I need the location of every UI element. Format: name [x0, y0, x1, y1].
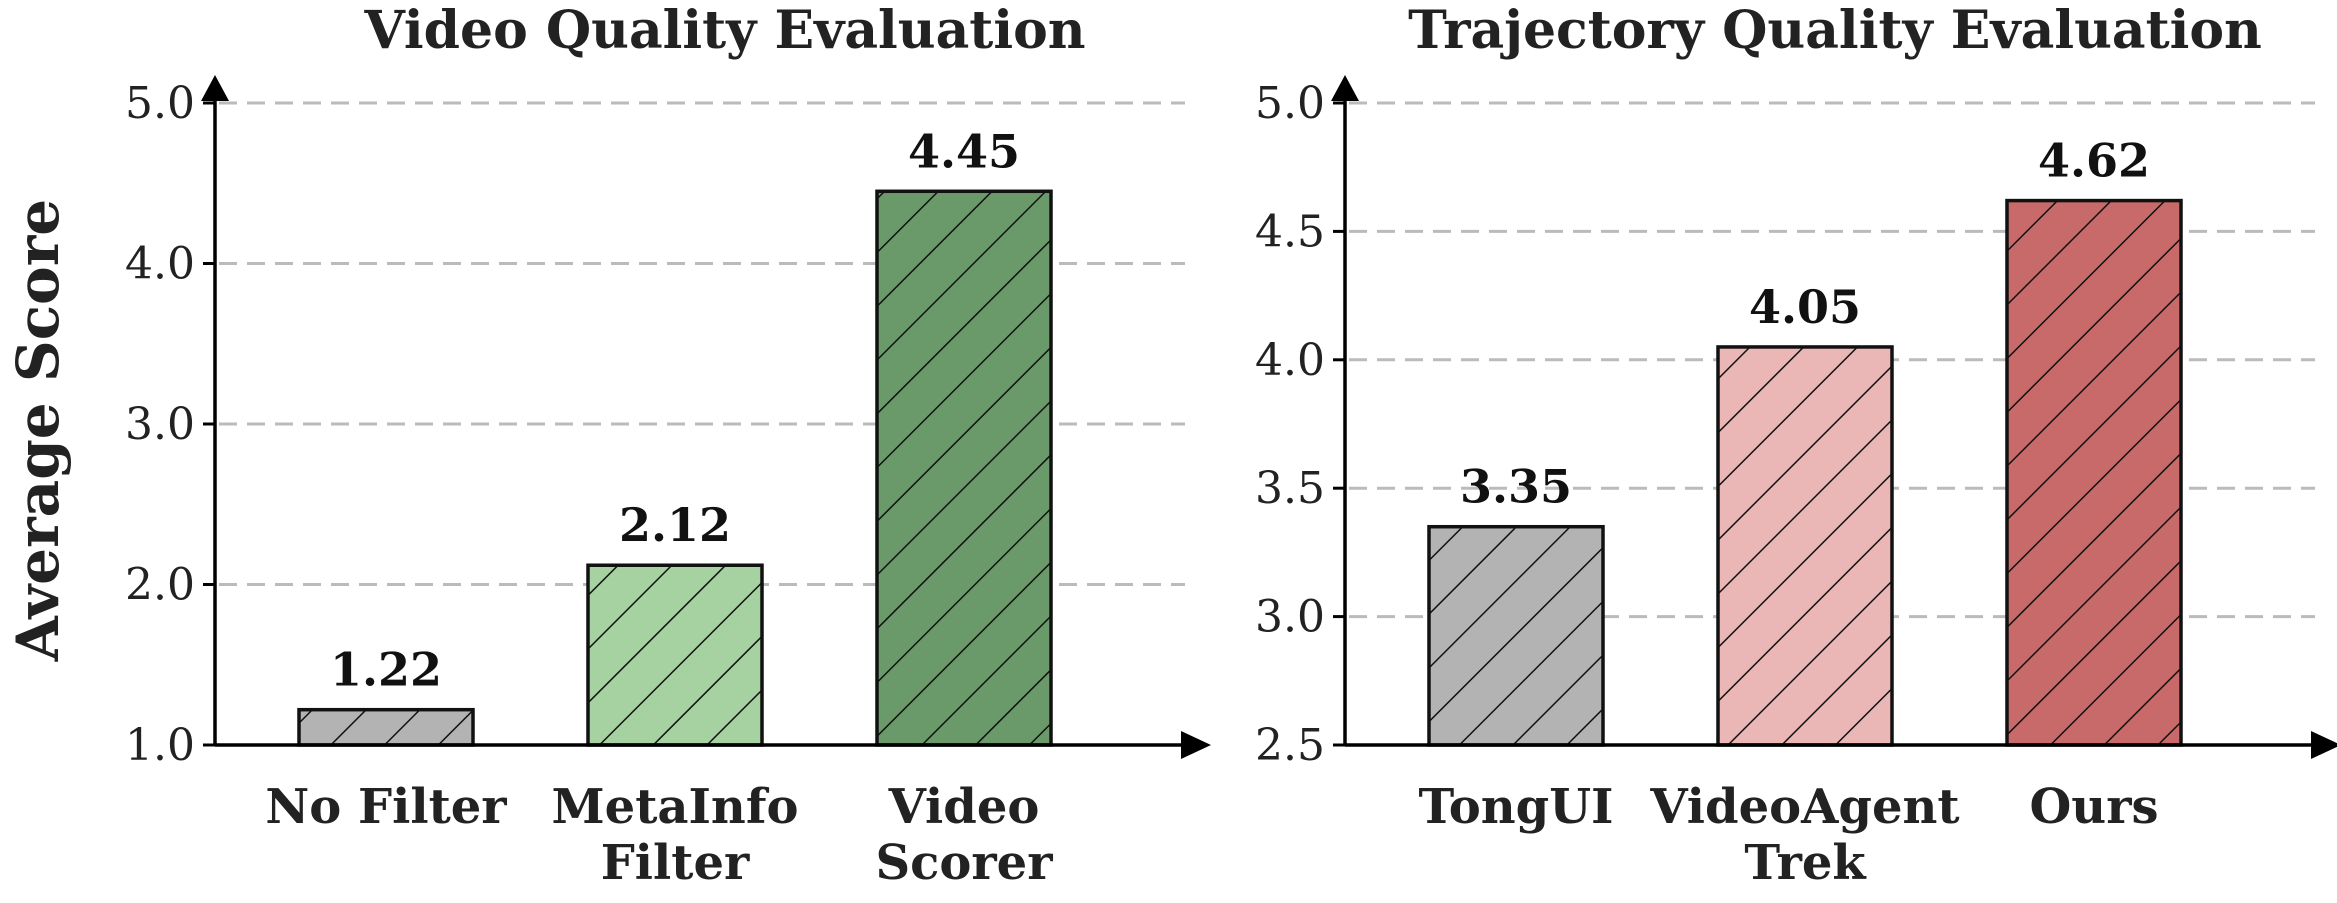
bar-value-label: 4.45: [908, 124, 1020, 178]
category-label-line: MetaInfo: [552, 779, 799, 835]
bar-hatch: [875, 189, 1053, 747]
y-axis-arrow: [1331, 75, 1359, 101]
category-label-line: No Filter: [265, 779, 507, 835]
bar-3: [875, 189, 1053, 747]
y-tick-label: 1.0: [125, 720, 195, 771]
bar-hatch: [586, 563, 764, 747]
y-tick-label: 4.0: [125, 239, 195, 290]
category-label: MetaInfo Filter: [552, 779, 799, 891]
category-label: Video Scorer: [875, 779, 1053, 891]
chart-title: Trajectory Quality Evaluation: [1408, 0, 2262, 61]
bar-hatch: [1716, 345, 1894, 747]
bar-value-label: 2.12: [619, 498, 731, 552]
chart-panel-1: Video Quality Evaluation 1.0 2.0 3.0 4.0 5.0 1…: [125, 0, 1211, 891]
bar-1: [1427, 524, 1605, 747]
y-tick-label: 3.5: [1255, 463, 1325, 514]
category-label-line: Trek: [1744, 835, 1867, 891]
category-label: TongUI: [1419, 779, 1614, 835]
bar-value-label: 4.62: [2038, 134, 2150, 188]
y-tick-label: 3.0: [1255, 592, 1325, 643]
bar-2: [1716, 345, 1894, 747]
y-tick-label: 4.5: [1255, 206, 1325, 257]
y-axis-label: Average Score: [4, 199, 72, 662]
category-label: VideoAgent Trek: [1649, 779, 1959, 891]
bar-hatch: [297, 707, 475, 747]
x-axis-arrow: [1181, 731, 1211, 759]
y-tick-label: 5.0: [125, 78, 195, 129]
y-tick-label: 2.5: [1255, 720, 1325, 771]
category-label-line: TongUI: [1419, 779, 1614, 835]
category-label-line: Ours: [2029, 779, 2158, 835]
y-tick-label: 4.0: [1255, 335, 1325, 386]
y-tick-label: 3.0: [125, 399, 195, 450]
bar-2: [586, 563, 764, 747]
category-label: Ours: [2029, 779, 2158, 835]
chart-panel-2: Trajectory Quality Evaluation 2.5 3.0 3.5 4.…: [1255, 0, 2337, 891]
category-label-line: Video: [888, 779, 1040, 835]
bar-hatch: [1427, 524, 1605, 747]
bar-3: [2005, 198, 2183, 747]
bar-hatch: [2005, 198, 2183, 747]
bar-value-label: 4.05: [1749, 280, 1861, 334]
chart-title: Video Quality Evaluation: [363, 0, 1085, 61]
y-axis-arrow: [201, 75, 229, 101]
bar-value-label: 1.22: [330, 643, 442, 697]
category-label-line: Filter: [601, 835, 750, 891]
bar-value-label: 3.35: [1460, 460, 1572, 514]
category-label-line: Scorer: [875, 835, 1053, 891]
y-tick-label: 2.0: [125, 560, 195, 611]
category-label-line: VideoAgent: [1649, 779, 1959, 835]
y-tick-label: 5.0: [1255, 78, 1325, 129]
x-axis-arrow: [2311, 731, 2337, 759]
bar-1: [297, 707, 475, 747]
category-label: No Filter: [265, 779, 507, 835]
